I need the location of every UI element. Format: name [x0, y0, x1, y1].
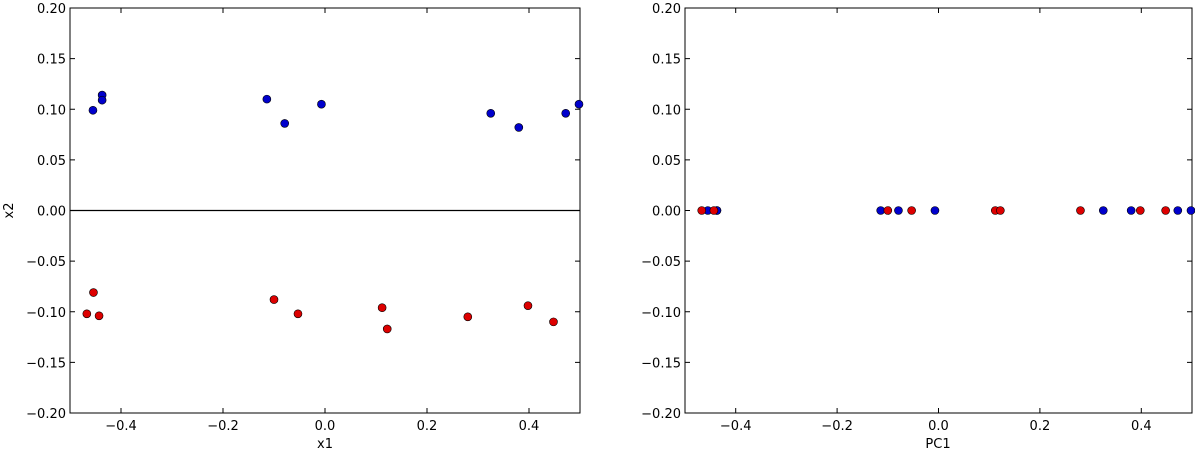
- left-point-series-1: [549, 317, 558, 327]
- left-x-axis-label: x1: [317, 437, 333, 452]
- right-chart: −0.4 −0.2 0.0 0.2 0.4 0.20 0.15 0.10 0.05 0.00 −0.…: [641, 2, 1195, 452]
- left-point-series-0: [486, 109, 496, 118]
- right-point-series-0: [1173, 206, 1183, 215]
- left-point-series-1: [269, 295, 279, 304]
- left-point-series-1: [89, 288, 98, 297]
- right-y-tick-label: 0.15: [652, 53, 681, 68]
- right-x-axis-label: PC1: [925, 437, 950, 452]
- right-y-tick-label: 0.20: [652, 2, 681, 17]
- left-y-tick-label: −0.05: [26, 255, 66, 270]
- left-point-series-0: [317, 99, 326, 109]
- left-y-tick-label: 0.05: [37, 154, 66, 169]
- left-y-axis-label: x2: [2, 203, 17, 219]
- left-chart-layer: −0.4 −0.2 0.0 0.2 0.4 0.20 0.15 0.10 0.05 0.00 −0.…: [26, 2, 584, 434]
- left-y-tick-label: 0.10: [37, 103, 66, 118]
- left-point-series-1: [463, 312, 473, 322]
- right-x-tick-label: −0.4: [720, 419, 752, 434]
- left-y-tick-label: 0.00: [37, 205, 66, 220]
- right-point-series-0: [1098, 206, 1108, 215]
- left-chart: −0.4 −0.2 0.0 0.2 0.4 0.20 0.15 0.10 0.05 0.00 −0.…: [2, 2, 584, 452]
- right-y-tick-label: 0.00: [652, 205, 681, 220]
- left-x-tick-label: −0.4: [105, 419, 137, 434]
- right-point-series-0: [894, 206, 903, 215]
- right-y-tick-label: −0.05: [641, 255, 681, 270]
- right-y-tick-label: 0.10: [652, 103, 681, 118]
- right-point-series-0: [1126, 206, 1136, 215]
- left-point-series-0: [262, 94, 272, 104]
- left-point-series-1: [94, 311, 104, 321]
- left-point-series-0: [561, 109, 571, 118]
- right-point-series-0: [1186, 206, 1195, 215]
- right-x-tick-label: 0.0: [928, 419, 949, 434]
- left-point-series-0: [280, 119, 290, 128]
- right-point-series-1: [907, 206, 916, 215]
- right-y-tick-label: −0.20: [641, 407, 681, 422]
- left-point-series-1: [523, 301, 533, 310]
- right-point-series-1: [996, 206, 1005, 215]
- left-point-series-0: [88, 105, 98, 115]
- left-x-tick-label: 0.4: [519, 419, 540, 434]
- right-point-series-1: [709, 206, 719, 215]
- left-y-tick-label: −0.10: [26, 306, 66, 321]
- left-y-tick-label: −0.20: [26, 407, 66, 422]
- right-point-series-1: [1161, 206, 1170, 215]
- right-y-tick-label: −0.15: [641, 356, 681, 371]
- left-y-tick-label: 0.20: [37, 2, 66, 17]
- left-point-series-1: [382, 324, 392, 334]
- left-x-tick-label: −0.2: [207, 419, 239, 434]
- left-y-tick-label: −0.15: [26, 356, 66, 371]
- left-point-series-1: [293, 309, 303, 319]
- left-point-series-1: [377, 303, 387, 313]
- right-point-series-1: [1135, 206, 1145, 215]
- left-y-tick-label: 0.15: [37, 53, 66, 68]
- right-x-tick-label: 0.2: [1030, 419, 1051, 434]
- left-point-series-0: [574, 99, 584, 109]
- right-point-series-0: [930, 206, 940, 215]
- left-x-tick-label: 0.2: [417, 419, 438, 434]
- right-point-series-1: [1076, 206, 1085, 215]
- right-point-series-1: [883, 206, 893, 215]
- right-x-tick-label: 0.4: [1131, 419, 1152, 434]
- right-y-tick-label: 0.05: [652, 154, 681, 169]
- left-point-series-0: [97, 95, 107, 105]
- right-point-series-1: [697, 206, 707, 215]
- right-y-tick-label: −0.10: [641, 306, 681, 321]
- left-x-tick-label: 0.0: [315, 419, 336, 434]
- left-point-series-0: [514, 123, 524, 132]
- right-x-tick-label: −0.2: [821, 419, 853, 434]
- left-point-series-1: [82, 309, 92, 319]
- right-chart-layer: −0.4 −0.2 0.0 0.2 0.4 0.20 0.15 0.10 0.05 0.00 −0.…: [641, 2, 1195, 434]
